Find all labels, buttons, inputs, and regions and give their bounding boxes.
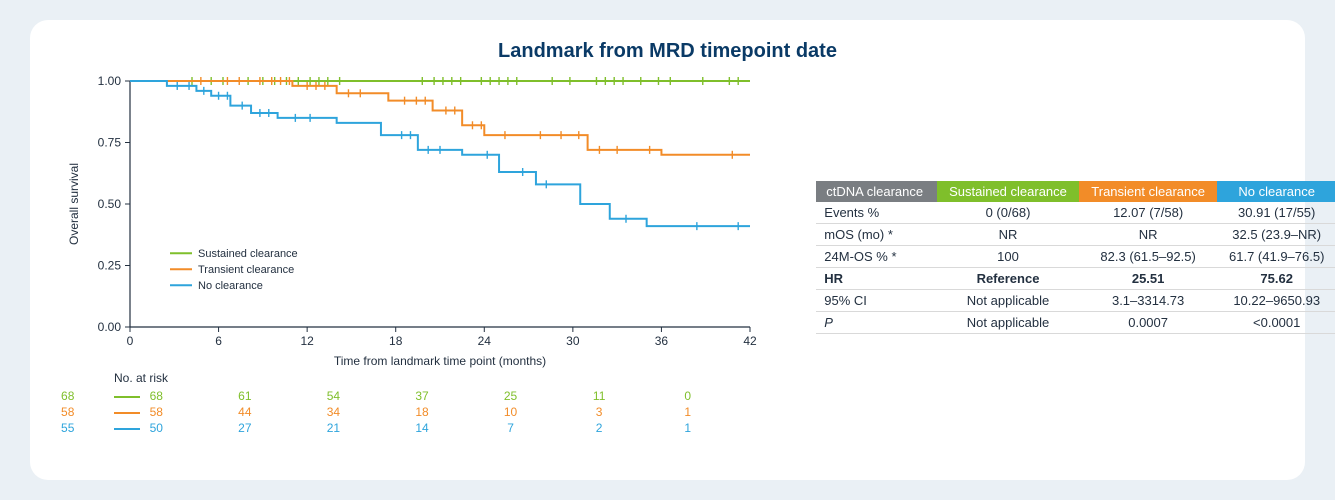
- risk-cell: 44: [225, 405, 265, 419]
- svg-text:24: 24: [478, 334, 492, 348]
- stats-cell: 0.0007: [1079, 312, 1217, 334]
- svg-text:1.00: 1.00: [98, 74, 122, 88]
- risk-cell: 58: [136, 405, 176, 419]
- stats-block: ctDNA clearanceSustained clearanceTransi…: [816, 71, 1335, 334]
- stats-row: mOS (mo) *NRNR32.5 (23.9–NR): [816, 224, 1335, 246]
- content-row: 0.000.250.500.751.0006121824303642Time f…: [60, 71, 1275, 437]
- risk-row: 686861543725110: [60, 389, 776, 405]
- stats-cell: 75.62: [1217, 268, 1335, 290]
- stats-cell: 0 (0/68): [937, 202, 1079, 224]
- stats-cell: Not applicable: [937, 290, 1079, 312]
- stats-cell: NR: [937, 224, 1079, 246]
- stats-row: PNot applicable0.0007<0.0001: [816, 312, 1335, 334]
- stats-header: Sustained clearance: [937, 181, 1079, 202]
- km-plot: 0.00 0.25 0.50 0.75 1.00 0 6 12 18 24 30 36 42 Time f…: [60, 71, 760, 371]
- stats-cell: Not applicable: [937, 312, 1079, 334]
- risk-cell: 54: [313, 389, 353, 403]
- svg-text:Time from landmark time point: Time from landmark time point (months): [334, 354, 546, 368]
- svg-text:Transient clearance: Transient clearance: [198, 264, 294, 276]
- svg-text:18: 18: [389, 334, 403, 348]
- stats-header: No clearance: [1217, 181, 1335, 202]
- stats-row-label: mOS (mo) *: [816, 224, 937, 246]
- stats-row-label: 95% CI: [816, 290, 937, 312]
- risk-row: 58584434181031: [60, 405, 776, 421]
- stats-cell: 25.51: [1079, 268, 1217, 290]
- svg-text:0.50: 0.50: [98, 197, 122, 211]
- risk-cell: 1: [668, 405, 708, 419]
- risk-cell: 58: [48, 405, 88, 419]
- risk-cell: 55: [48, 421, 88, 435]
- risk-cell: 11: [579, 389, 619, 403]
- svg-text:0: 0: [127, 334, 134, 348]
- risk-cell: 10: [491, 405, 531, 419]
- svg-text:0.00: 0.00: [98, 320, 122, 334]
- risk-cell: 1: [668, 421, 708, 435]
- risk-cell: 34: [313, 405, 353, 419]
- stats-row-label: HR: [816, 268, 937, 290]
- risk-cell: 2: [579, 421, 619, 435]
- svg-text:0.75: 0.75: [98, 136, 122, 150]
- stats-cell: 30.91 (17/55): [1217, 202, 1335, 224]
- stats-cell: 3.1–3314.73: [1079, 290, 1217, 312]
- svg-text:0.25: 0.25: [98, 259, 122, 273]
- risk-table: 6868615437251105858443418103155502721147…: [60, 389, 776, 437]
- stats-table: ctDNA clearanceSustained clearanceTransi…: [816, 181, 1335, 334]
- svg-text:Sustained clearance: Sustained clearance: [198, 248, 298, 260]
- stats-cell: 100: [937, 246, 1079, 268]
- stats-cell: 10.22–9650.93: [1217, 290, 1335, 312]
- stats-row-label: P: [816, 312, 937, 334]
- stats-row-label: Events %: [816, 202, 937, 224]
- svg-text:Overall survival: Overall survival: [67, 163, 81, 245]
- risk-cell: 7: [491, 421, 531, 435]
- risk-cell: 18: [402, 405, 442, 419]
- stats-cell: NR: [1079, 224, 1217, 246]
- stats-row: 95% CINot applicable3.1–3314.7310.22–965…: [816, 290, 1335, 312]
- risk-cell: 68: [136, 389, 176, 403]
- stats-row-label: 24M-OS % *: [816, 246, 937, 268]
- svg-text:12: 12: [300, 334, 314, 348]
- stats-cell: 32.5 (23.9–NR): [1217, 224, 1335, 246]
- km-card: Landmark from MRD timepoint date 0.00 0.2…: [30, 20, 1305, 480]
- stats-cell: Reference: [937, 268, 1079, 290]
- svg-text:6: 6: [215, 334, 222, 348]
- risk-cell: 25: [491, 389, 531, 403]
- risk-table-label: No. at risk: [114, 371, 776, 385]
- risk-cell: 68: [48, 389, 88, 403]
- stats-cell: <0.0001: [1217, 312, 1335, 334]
- risk-cell: 21: [313, 421, 353, 435]
- risk-cell: 50: [136, 421, 176, 435]
- risk-cell: 27: [225, 421, 265, 435]
- chart-title: Landmark from MRD timepoint date: [60, 40, 1275, 63]
- risk-row: 5550272114721: [60, 421, 776, 437]
- stats-row: HRReference25.5175.62: [816, 268, 1335, 290]
- stats-header: ctDNA clearance: [816, 181, 937, 202]
- stats-row: 24M-OS % *10082.3 (61.5–92.5)61.7 (41.9–…: [816, 246, 1335, 268]
- stats-row: Events %0 (0/68)12.07 (7/58)30.91 (17/55…: [816, 202, 1335, 224]
- svg-text:30: 30: [566, 334, 580, 348]
- risk-cell: 0: [668, 389, 708, 403]
- svg-text:42: 42: [743, 334, 757, 348]
- risk-cell: 3: [579, 405, 619, 419]
- svg-text:No clearance: No clearance: [198, 280, 263, 292]
- svg-text:36: 36: [655, 334, 669, 348]
- risk-cell: 61: [225, 389, 265, 403]
- chart-block: 0.000.250.500.751.0006121824303642Time f…: [60, 71, 776, 437]
- stats-cell: 61.7 (41.9–76.5): [1217, 246, 1335, 268]
- risk-cell: 37: [402, 389, 442, 403]
- risk-cell: 14: [402, 421, 442, 435]
- stats-cell: 82.3 (61.5–92.5): [1079, 246, 1217, 268]
- stats-header: Transient clearance: [1079, 181, 1217, 202]
- stats-cell: 12.07 (7/58): [1079, 202, 1217, 224]
